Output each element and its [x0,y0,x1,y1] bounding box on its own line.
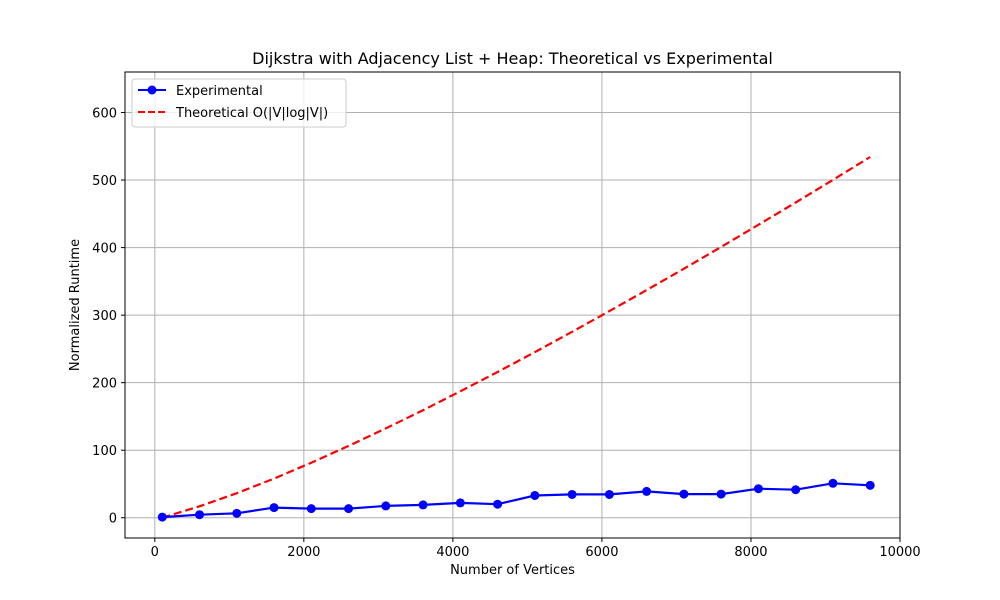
x-tick-label-4: 8000 [734,545,767,560]
x-tick-label-0: 0 [151,545,159,560]
y-axis-label: Normalized Runtime [68,239,83,371]
experimental-point-15 [716,489,726,499]
y-tick-label-6: 600 [92,107,117,122]
experimental-point-7 [418,500,428,510]
experimental-point-3 [269,503,279,513]
x-axis-label: Number of Vertices [450,563,575,578]
experimental-point-0 [157,512,167,522]
plot-frame [124,71,901,539]
legend: Experimental Theoretical O(|V|log|V|) [131,78,347,128]
experimental-point-2 [232,508,242,518]
experimental-point-10 [530,490,540,500]
y-tick-label-1: 100 [92,444,117,459]
experimental-point-12 [604,489,614,499]
experimental-point-4 [306,504,316,514]
experimental-point-8 [455,498,465,508]
y-tick-label-2: 200 [92,377,117,392]
grid [125,72,901,538]
x-tick-label-2: 4000 [436,545,469,560]
series-experimental-line [162,482,871,519]
legend-experimental-marker [147,85,157,95]
series-layer [157,156,875,522]
experimental-point-17 [791,485,801,495]
y-tick-label-0: 0 [109,512,117,527]
legend-experimental-label: Experimental [176,84,263,99]
experimental-point-16 [753,484,763,494]
experimental-point-6 [381,501,391,511]
y-tick-label-3: 300 [92,309,117,324]
x-tick-label-5: 10000 [879,545,920,560]
series-theoretical-line [161,156,871,519]
experimental-point-14 [679,489,689,499]
chart-title: Dijkstra with Adjacency List + Heap: The… [252,49,773,68]
experimental-point-13 [642,486,652,496]
legend-theoretical-label: Theoretical O(|V|log|V|) [175,106,328,121]
legend-box [131,78,347,128]
y-tick-label-4: 400 [92,242,117,257]
experimental-point-19 [865,480,875,490]
experimental-point-11 [567,489,577,499]
y-tick-label-5: 500 [92,174,117,189]
experimental-point-9 [493,499,503,509]
x-tick-label-1: 2000 [287,545,320,560]
experimental-point-1 [195,510,205,520]
ticks: 0 2000 4000 6000 8000 10000 0 100 200 300 400 500 60… [92,107,921,560]
x-tick-label-3: 6000 [585,545,618,560]
experimental-point-5 [344,504,354,514]
experimental-point-18 [828,478,838,488]
